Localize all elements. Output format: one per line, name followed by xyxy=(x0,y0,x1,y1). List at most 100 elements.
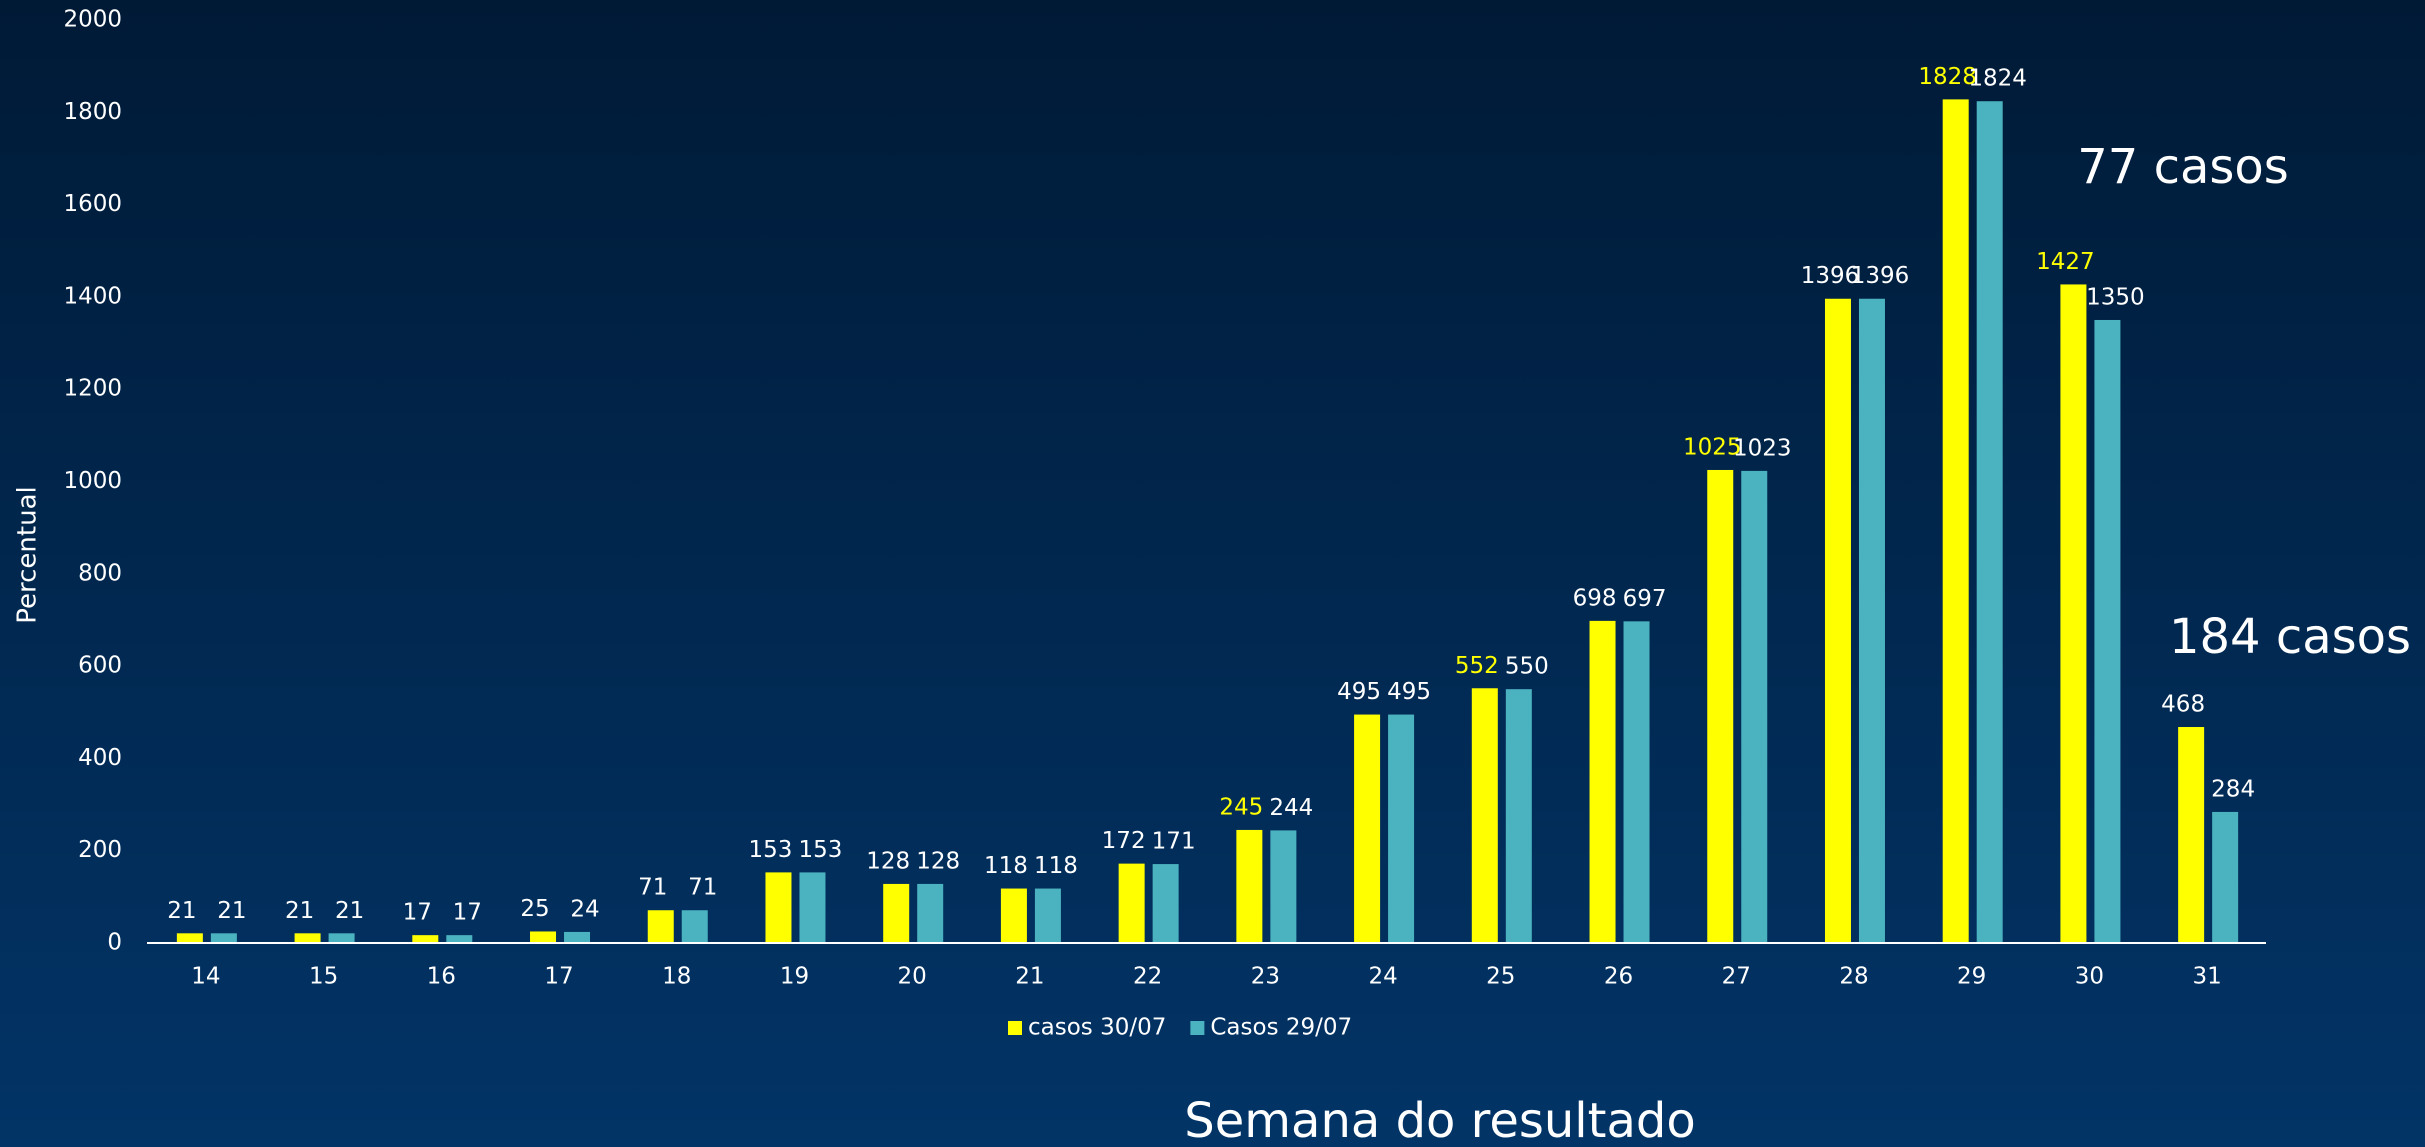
bar xyxy=(1152,864,1179,943)
legend-swatch xyxy=(1008,1021,1022,1035)
bar xyxy=(1354,714,1381,943)
bar xyxy=(1000,888,1027,943)
x-tick-label: 29 xyxy=(1957,964,1986,990)
x-tick-label: 28 xyxy=(1839,964,1868,990)
data-label: 128 xyxy=(916,848,960,874)
bar xyxy=(2094,319,2121,944)
x-tick-label: 17 xyxy=(544,964,573,990)
bar xyxy=(1034,888,1061,943)
bar xyxy=(530,931,557,943)
bar xyxy=(1589,620,1616,943)
x-tick-label: 24 xyxy=(1368,964,1397,990)
legend-swatch xyxy=(1190,1021,1205,1035)
data-label: 24 xyxy=(570,896,599,922)
x-tick-label: 31 xyxy=(2192,964,2221,990)
data-label: 153 xyxy=(749,837,793,863)
bar xyxy=(564,931,591,943)
data-label: 118 xyxy=(1034,853,1078,879)
bar xyxy=(1388,714,1415,943)
data-label: 21 xyxy=(167,898,196,924)
data-label: 550 xyxy=(1505,654,1549,680)
data-label: 153 xyxy=(799,837,843,863)
data-label: 1427 xyxy=(2036,249,2095,275)
y-tick-label: 200 xyxy=(78,837,122,863)
y-tick-label: 0 xyxy=(107,930,122,956)
bar xyxy=(176,933,203,943)
y-tick-label: 800 xyxy=(78,560,122,586)
bar xyxy=(1270,830,1297,943)
x-tick-label: 25 xyxy=(1486,964,1515,990)
bar xyxy=(1858,298,1885,944)
bar xyxy=(765,872,792,943)
data-label: 245 xyxy=(1219,794,1263,820)
data-label: 118 xyxy=(984,853,1028,879)
y-tick-label: 2000 xyxy=(63,7,122,33)
data-label: 21 xyxy=(335,898,364,924)
x-tick-label: 14 xyxy=(191,964,220,990)
data-label: 1396 xyxy=(1851,263,1910,289)
y-tick-label: 1800 xyxy=(63,99,122,125)
annotation: 77 casos xyxy=(2077,139,2289,195)
data-label: 17 xyxy=(403,900,432,926)
data-label: 21 xyxy=(217,898,246,924)
y-tick-label: 1000 xyxy=(63,468,122,494)
x-tick-label: 20 xyxy=(898,964,927,990)
bar xyxy=(1741,470,1768,943)
bar xyxy=(2212,811,2239,943)
data-label: 1023 xyxy=(1733,435,1792,461)
x-tick-label: 16 xyxy=(427,964,456,990)
bar xyxy=(328,933,355,943)
x-axis-label: Semana do resultado xyxy=(1184,1093,1695,1147)
bar xyxy=(1976,101,2003,943)
data-label: 284 xyxy=(2211,776,2255,802)
bar xyxy=(883,883,910,943)
bar xyxy=(1824,298,1851,944)
y-tick-label: 1200 xyxy=(63,376,122,402)
data-label: 128 xyxy=(866,848,910,874)
data-label: 468 xyxy=(2161,692,2205,718)
bar xyxy=(1707,469,1734,943)
bar xyxy=(917,883,944,943)
data-label: 21 xyxy=(285,898,314,924)
bar xyxy=(294,933,321,943)
data-label: 552 xyxy=(1455,653,1499,679)
data-label: 698 xyxy=(1573,585,1617,611)
y-axis-label: Percentual xyxy=(13,486,43,623)
x-tick-label: 22 xyxy=(1133,964,1162,990)
data-label: 17 xyxy=(453,900,482,926)
annotation: 184 casos xyxy=(2169,609,2411,665)
x-tick-label: 19 xyxy=(780,964,809,990)
bar xyxy=(799,872,826,943)
x-tick-label: 26 xyxy=(1604,964,1633,990)
data-label: 1025 xyxy=(1683,434,1742,460)
y-tick-label: 400 xyxy=(78,745,122,771)
legend-label: casos 30/07 xyxy=(1028,1015,1166,1041)
data-label: 244 xyxy=(1269,795,1313,821)
bar xyxy=(1236,829,1263,943)
data-label: 1828 xyxy=(1918,64,1977,90)
data-label: 1824 xyxy=(1968,66,2027,92)
legend-label: Casos 29/07 xyxy=(1210,1015,1352,1041)
data-label: 172 xyxy=(1102,828,1146,854)
data-label: 697 xyxy=(1623,586,1667,612)
bar xyxy=(1623,621,1650,943)
bar xyxy=(1505,689,1532,943)
data-label: 71 xyxy=(688,875,717,901)
data-label: 171 xyxy=(1152,829,1196,855)
x-tick-label: 23 xyxy=(1251,964,1280,990)
data-label: 1350 xyxy=(2086,284,2145,310)
x-tick-label: 21 xyxy=(1015,964,1044,990)
data-label: 495 xyxy=(1387,679,1431,705)
y-tick-label: 600 xyxy=(78,653,122,679)
y-tick-label: 1600 xyxy=(63,191,122,217)
bar xyxy=(1942,99,1969,944)
data-label: 495 xyxy=(1337,679,1381,705)
bar xyxy=(681,910,708,943)
x-tick-label: 27 xyxy=(1722,964,1751,990)
bar xyxy=(412,935,439,943)
data-label: 1396 xyxy=(1801,263,1860,289)
bar xyxy=(1118,863,1145,943)
